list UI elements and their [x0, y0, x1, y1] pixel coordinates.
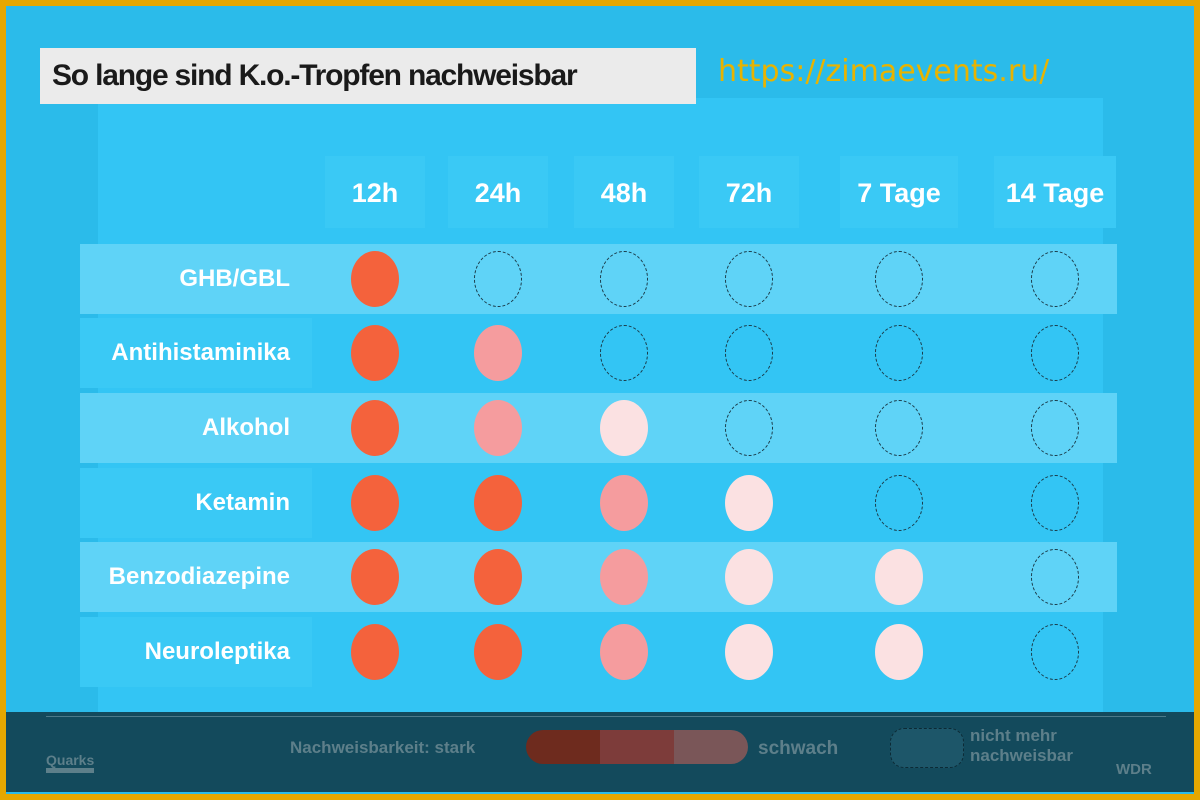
wdr-logo: WDR	[1116, 761, 1152, 778]
detection-dot	[474, 325, 522, 381]
not-detectable-dot	[875, 251, 923, 307]
row-label-cell	[80, 617, 312, 687]
legend-weak: schwach	[758, 738, 839, 759]
not-detectable-dot	[1031, 400, 1079, 456]
detection-dot	[600, 624, 648, 680]
detection-dot	[875, 549, 923, 605]
row-label-cell	[80, 468, 312, 538]
not-detectable-dot	[725, 325, 773, 381]
detection-dot	[474, 400, 522, 456]
column-header: 14 Tage	[994, 156, 1116, 228]
not-detectable-dot	[1031, 549, 1079, 605]
not-detectable-dot	[1031, 624, 1079, 680]
detection-dot	[725, 475, 773, 531]
infographic: So lange sind K.o.-Tropfen nachweisbar h…	[6, 6, 1194, 794]
detection-dot	[725, 549, 773, 605]
row-label: Neuroleptika	[144, 638, 290, 665]
detection-dot	[351, 251, 399, 307]
detection-dot	[351, 475, 399, 531]
detection-dot	[351, 624, 399, 680]
row-label: GHB/GBL	[179, 265, 290, 292]
detection-dot	[725, 624, 773, 680]
not-detectable-dot	[725, 251, 773, 307]
not-detectable-dot	[1031, 475, 1079, 531]
detection-dot	[474, 475, 522, 531]
detection-dot	[600, 475, 648, 531]
row-label-cell	[80, 318, 312, 388]
quarks-logo: Quarks	[46, 752, 95, 773]
not-detectable-dot	[600, 251, 648, 307]
row-band	[80, 393, 1117, 463]
detection-dot	[351, 549, 399, 605]
row-band	[80, 542, 1117, 612]
not-detectable-dot	[875, 400, 923, 456]
not-detectable-dot	[1031, 251, 1079, 307]
legend-none-swatch	[890, 728, 964, 768]
chart-title: So lange sind K.o.-Tropfen nachweisbar	[40, 48, 696, 104]
column-header: 12h	[325, 156, 425, 228]
legend-none: nicht mehr nachweisbar	[970, 726, 1073, 765]
legend-gradient	[526, 730, 748, 764]
detection-dot	[474, 549, 522, 605]
row-label: Ketamin	[195, 489, 290, 516]
detection-dot	[351, 325, 399, 381]
column-header: 24h	[448, 156, 548, 228]
column-header: 48h	[574, 156, 674, 228]
detection-dot	[351, 400, 399, 456]
detection-dot	[474, 624, 522, 680]
not-detectable-dot	[875, 475, 923, 531]
detection-dot	[600, 549, 648, 605]
row-label: Alkohol	[202, 414, 290, 441]
row-label: Benzodiazepine	[108, 563, 290, 590]
row-band	[80, 244, 1117, 314]
legend-label: Nachweisbarkeit: stark	[290, 738, 476, 757]
not-detectable-dot	[474, 251, 522, 307]
detection-dot	[600, 400, 648, 456]
not-detectable-dot	[1031, 325, 1079, 381]
not-detectable-dot	[725, 400, 773, 456]
divider	[46, 716, 1166, 717]
not-detectable-dot	[875, 325, 923, 381]
row-label: Antihistaminika	[111, 339, 290, 366]
not-detectable-dot	[600, 325, 648, 381]
column-header: 72h	[699, 156, 799, 228]
watermark-url: https://zimaevents.ru/	[718, 54, 1050, 89]
column-header: 7 Tage	[840, 156, 958, 228]
detection-dot	[875, 624, 923, 680]
